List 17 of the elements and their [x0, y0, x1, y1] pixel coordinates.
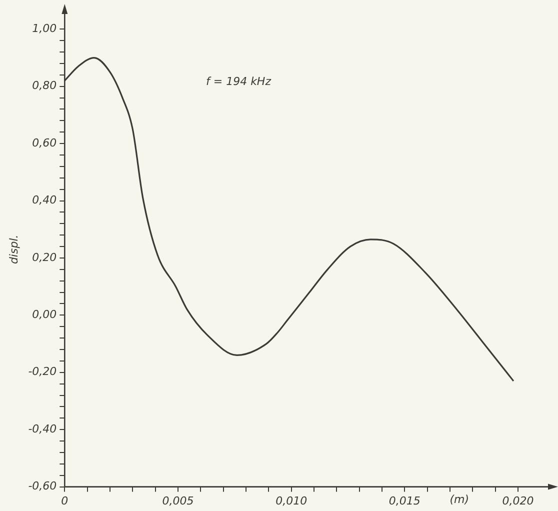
x-tick-label: 0,015	[388, 494, 420, 508]
y-tick-label: 0,80	[32, 79, 57, 92]
y-tick-label: 0,20	[32, 250, 57, 264]
y-tick-label: -0,40	[28, 422, 57, 436]
x-tick-label: 0,020	[502, 494, 534, 508]
y-tick-label: -0,20	[28, 365, 57, 378]
x-axis-title: (m)	[450, 493, 470, 506]
y-tick-label: -0,60	[28, 480, 57, 493]
y-tick-label: 1,00	[32, 22, 57, 36]
y-tick-label: 0,60	[32, 136, 57, 150]
x-tick-label: 0,010	[276, 494, 308, 508]
x-tick-label: 0	[61, 494, 68, 508]
y-tick-label: 0,00	[32, 308, 57, 322]
x-tick-label: 0,005	[162, 494, 194, 508]
annotation: f = 194 kHz	[206, 74, 272, 88]
y-tick-label: 0,40	[32, 194, 57, 207]
y-axis-title: displ.	[7, 234, 20, 264]
